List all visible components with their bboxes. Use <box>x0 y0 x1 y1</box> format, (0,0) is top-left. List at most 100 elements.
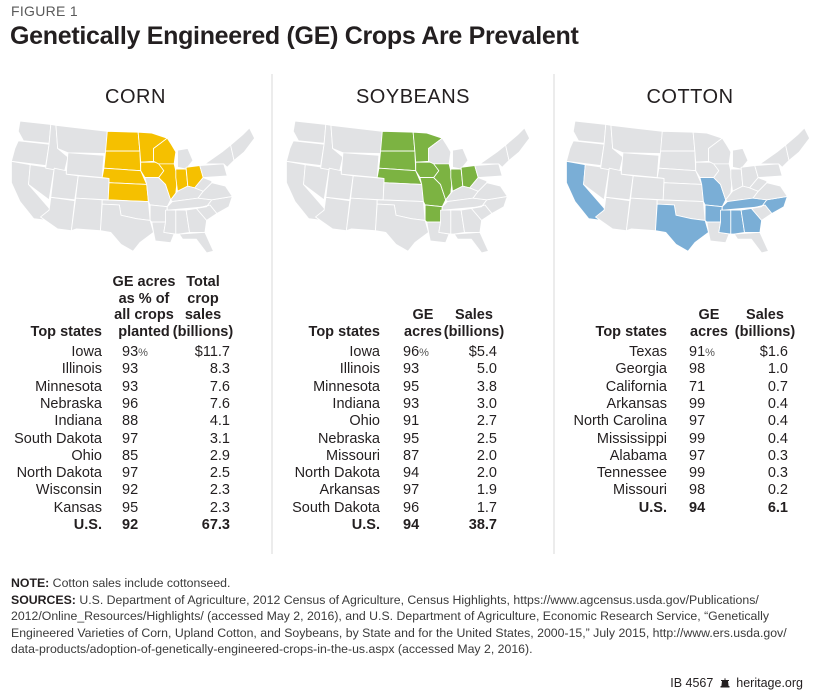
ge-acres-value: 95 <box>122 500 138 517</box>
sales-value: 7.6 <box>209 395 230 412</box>
sales-value: 1.9 <box>476 482 497 499</box>
table-row: Missouri 87 2.0 <box>273 448 553 465</box>
header-line: Top states <box>308 323 380 340</box>
ge-acres-number: 85 <box>122 447 139 464</box>
sales-value: $1.6 <box>759 344 788 360</box>
table-row: Texas 91% $1.6 <box>555 344 825 361</box>
state-alabama: Alabama <box>175 209 190 235</box>
state-name: North Dakota <box>16 465 102 482</box>
state-name: Ohio <box>349 413 380 430</box>
ge-acres-number: 98 <box>689 361 706 378</box>
column-divider <box>271 74 273 554</box>
ge-acres-value: 93% <box>122 344 148 362</box>
panel-title: SOYBEANS <box>355 86 471 108</box>
table-row: Arkansas 97 1.9 <box>273 482 553 499</box>
note-label: NOTE: <box>11 576 50 590</box>
ge-acres-number: 94 <box>403 517 420 533</box>
us-map: WashingtonOregonCaliforniaNevadaIdahoMon… <box>285 120 531 254</box>
table-row: Ohio 91 2.7 <box>273 413 553 430</box>
state-new-england: New England <box>785 127 811 161</box>
state-nebraska: Nebraska <box>101 167 148 185</box>
header-line: Sales <box>746 307 784 323</box>
state-michigan: Michigan <box>732 148 749 170</box>
note-line: NOTE: Cotton sales include cottonseed. <box>11 575 816 592</box>
state-name: Indiana <box>332 395 380 412</box>
ge-acres-value: 92 <box>122 482 138 499</box>
percent-sign: % <box>419 347 429 359</box>
ge-acres-number: 93 <box>122 378 139 395</box>
header-line: Total <box>186 274 220 290</box>
table-row: Minnesota 93 7.6 <box>0 379 271 396</box>
state-name: South Dakota <box>292 499 380 516</box>
sales-value: 3.8 <box>476 378 497 395</box>
table-row: Alabama 97 0.3 <box>555 448 825 465</box>
ge-acres-number: 94 <box>403 465 420 482</box>
footer: IB 4567 heritage.org <box>670 676 803 690</box>
ge-acres-value: 87 <box>403 448 419 465</box>
state-north-dakota: North Dakota <box>660 130 696 152</box>
cotton-map: WashingtonOregonCaliforniaNevadaIdahoMon… <box>563 112 813 262</box>
state-name: Kansas <box>53 499 102 516</box>
sales-value: 0.4 <box>767 430 788 447</box>
ge-acres-value: 91% <box>689 344 715 362</box>
column-header-top-states: Top states <box>280 324 380 341</box>
ge-acres-number: 97 <box>122 430 139 447</box>
header-line: (billions) <box>734 323 796 340</box>
state-washington: Washington <box>17 120 52 144</box>
table-total-row: U.S. 94 6.1 <box>555 500 825 517</box>
state-wisconsin: Wisconsin <box>153 137 177 165</box>
state-name: Indiana <box>54 413 102 430</box>
state-pennsylvania: Pennsylvania <box>199 163 228 179</box>
state-florida: Florida <box>453 231 489 254</box>
header-line: (billions) <box>172 323 234 340</box>
state-name: Minnesota <box>313 378 380 395</box>
state-washington: Washington <box>572 120 607 144</box>
state-arizona: Arizona <box>315 196 351 232</box>
ge-acres-value: 98 <box>689 482 705 499</box>
ge-acres-number: 92 <box>122 517 139 533</box>
header-line: (billions) <box>443 323 505 340</box>
state-washington: Washington <box>292 120 327 144</box>
sales-value: 4.1 <box>209 413 230 430</box>
table-row: Iowa 93% $11.7 <box>0 344 271 361</box>
header-line: GE <box>412 307 434 323</box>
column-header-ge-acres: GE acres <box>397 307 449 340</box>
table-total-row: U.S. 92 67.3 <box>0 517 271 534</box>
ge-acres-value: 97 <box>403 482 419 499</box>
table-row: Minnesota 95 3.8 <box>273 379 553 396</box>
sales-value: 0.4 <box>767 413 788 430</box>
state-mississippi: Mississippi <box>438 209 452 235</box>
liberty-bell-icon <box>720 678 730 688</box>
table-total-row: U.S. 94 38.7 <box>273 517 553 534</box>
ge-acres-number: 95 <box>122 499 139 516</box>
sales-value: 0.4 <box>767 395 788 412</box>
ge-acres-value: 92 <box>122 517 138 534</box>
state-colorado: Colorado <box>630 175 665 201</box>
ge-acres-value: 94 <box>403 465 419 482</box>
state-name: Illinois <box>339 361 380 378</box>
table-row: Ohio 85 2.9 <box>0 448 271 465</box>
sources-label: SOURCES: <box>11 592 76 607</box>
state-wisconsin: Wisconsin <box>428 137 452 165</box>
state-south-dakota: South Dakota <box>658 150 697 172</box>
ge-acres-value: 97 <box>122 465 138 482</box>
state-arkansas: Arkansas <box>704 204 723 223</box>
sales-value: 2.5 <box>476 430 497 447</box>
header-line: acres <box>690 323 728 340</box>
ge-acres-number: 99 <box>689 430 706 447</box>
sources-line: SOURCES: U.S. Department of Agriculture,… <box>11 592 816 658</box>
ge-acres-number: 88 <box>122 413 139 430</box>
percent-sign: % <box>705 347 715 359</box>
ge-acres-value: 99 <box>689 465 705 482</box>
state-name: Ohio <box>71 447 102 464</box>
state-name: California <box>605 378 667 395</box>
sales-value: 2.5 <box>209 465 230 482</box>
header-line: sales <box>184 307 222 323</box>
state-mississippi: Mississippi <box>718 209 732 235</box>
state-arizona: Arizona <box>40 196 76 232</box>
ge-acres-number: 92 <box>122 482 139 499</box>
corn-map: WashingtonOregonCaliforniaNevadaIdahoMon… <box>8 112 258 262</box>
ge-acres-number: 96 <box>403 499 420 516</box>
ge-acres-value: 98 <box>689 361 705 378</box>
sales-value: 3.1 <box>209 430 230 447</box>
